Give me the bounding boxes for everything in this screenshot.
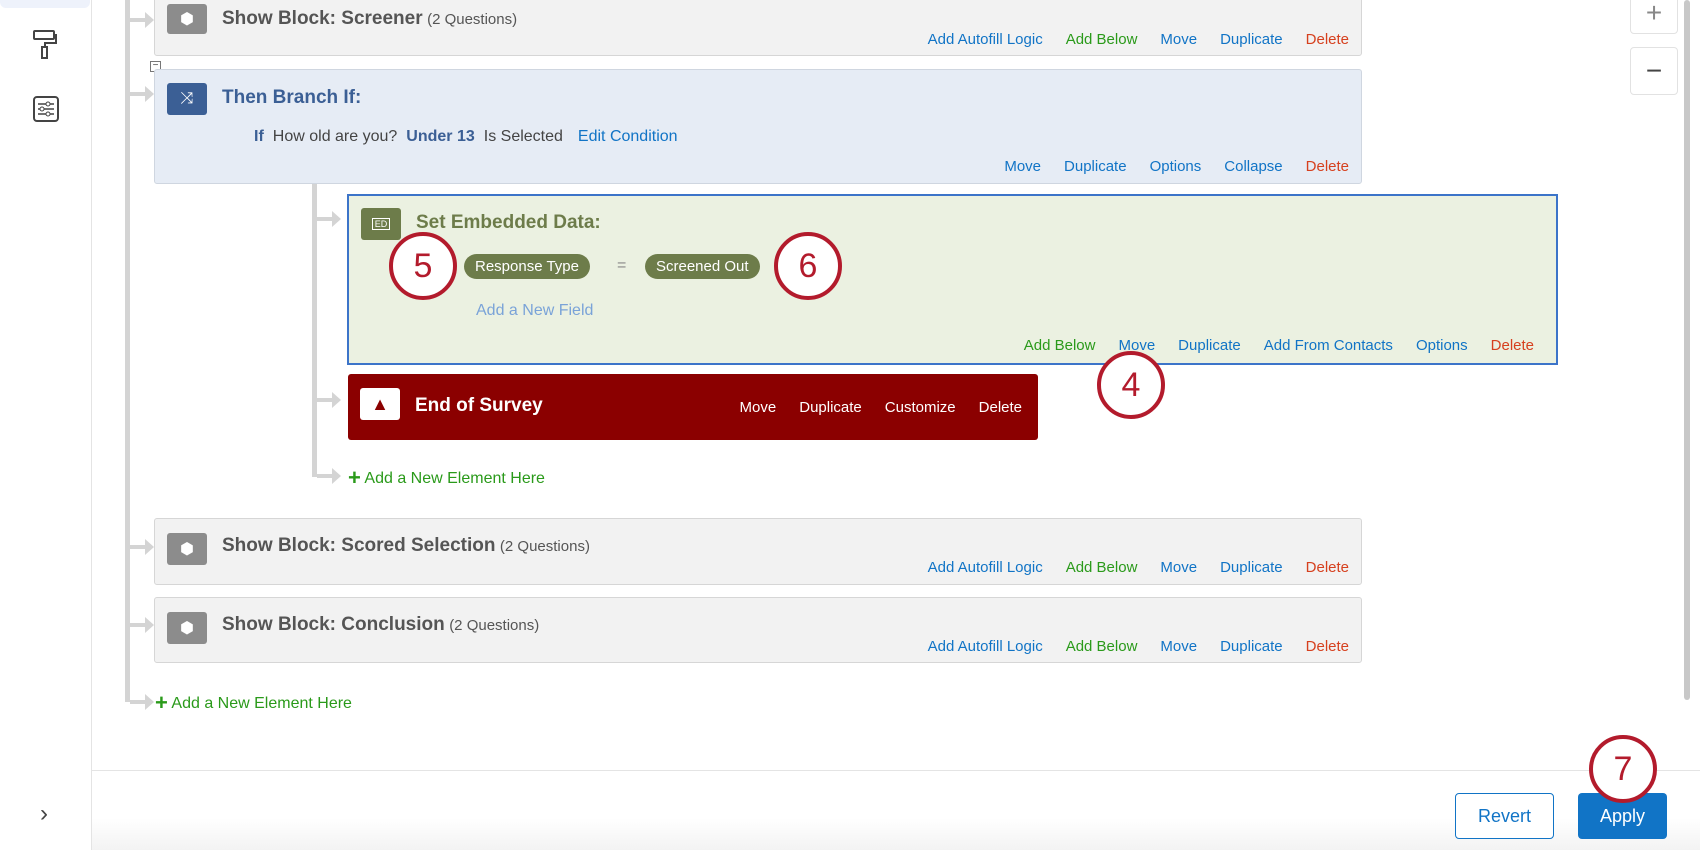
block-icon: ⬢ <box>167 4 207 34</box>
delete-link[interactable]: Delete <box>1305 158 1349 175</box>
add-element-inner-link[interactable]: + Add a New Element Here <box>348 465 545 490</box>
flow-arrow <box>130 694 154 710</box>
scrollbar[interactable] <box>1684 0 1690 700</box>
block-screener[interactable]: ⬢ Show Block: Screener (2 Questions) Add… <box>154 0 1362 56</box>
block-icon: ⬢ <box>167 612 207 644</box>
duplicate-link[interactable]: Duplicate <box>1178 337 1241 354</box>
branch-connector <box>312 184 317 477</box>
delete-link[interactable]: Delete <box>978 399 1022 416</box>
duplicate-link[interactable]: Duplicate <box>1220 31 1283 48</box>
condition-operator: Is Selected <box>483 128 563 145</box>
duplicate-link[interactable]: Duplicate <box>1220 559 1283 576</box>
options-link[interactable]: Options <box>1415 337 1468 354</box>
block-title: Show Block: Screener <box>222 8 423 29</box>
field-value-pill[interactable]: Screened Out <box>645 254 760 279</box>
block-title: Show Block: Scored Selection <box>222 535 496 556</box>
active-tab-indicator <box>0 0 90 8</box>
duplicate-link[interactable]: Duplicate <box>1064 158 1127 175</box>
warning-icon: ▲ <box>360 388 400 420</box>
add-below-link[interactable]: Add Below <box>1065 31 1138 48</box>
add-element-outer-link[interactable]: + Add a New Element Here <box>155 690 352 715</box>
embedded-data-title: Set Embedded Data: <box>416 212 601 233</box>
delete-link[interactable]: Delete <box>1305 638 1349 655</box>
left-sidebar: › <box>0 0 92 850</box>
field-name-pill[interactable]: Response Type <box>464 254 590 279</box>
block-conclusion[interactable]: ⬢ Show Block: Conclusion (2 Questions) A… <box>154 597 1362 663</box>
flow-arrow <box>130 617 154 633</box>
condition-choice: Under 13 <box>406 128 475 145</box>
add-new-field-link[interactable]: Add a New Field <box>476 302 594 319</box>
block-icon: ⬢ <box>167 533 207 565</box>
equals-sign: = <box>617 257 627 274</box>
embedded-data-block[interactable]: ED Set Embedded Data: Response Type = Sc… <box>347 194 1558 365</box>
move-link[interactable]: Move <box>1160 559 1198 576</box>
add-below-link[interactable]: Add Below <box>1065 638 1138 655</box>
revert-button[interactable]: Revert <box>1455 793 1554 839</box>
branch-title: Then Branch If: <box>222 87 362 108</box>
add-autofill-logic-link[interactable]: Add Autofill Logic <box>927 31 1043 48</box>
plus-icon: + <box>348 465 361 490</box>
flow-arrow <box>317 468 341 484</box>
flow-arrow <box>317 392 341 408</box>
annotation-4: 4 <box>1097 351 1165 419</box>
move-link[interactable]: Move <box>1118 337 1156 354</box>
flow-arrow <box>317 211 341 227</box>
flow-arrow <box>130 86 154 102</box>
end-of-survey-block[interactable]: ▲ End of Survey Move Duplicate Customize… <box>348 374 1038 440</box>
flow-arrow <box>130 12 154 28</box>
embedded-data-icon: ED <box>361 208 401 240</box>
block-question-count: (2 Questions) <box>499 538 590 555</box>
add-below-link[interactable]: Add Below <box>1065 559 1138 576</box>
annotation-7: 7 <box>1589 735 1657 803</box>
end-of-survey-title: End of Survey <box>415 395 543 416</box>
add-from-contacts-link[interactable]: Add From Contacts <box>1263 337 1393 354</box>
edit-condition-link[interactable]: Edit Condition <box>577 128 678 145</box>
annotation-6: 6 <box>774 232 842 300</box>
collapse-link[interactable]: Collapse <box>1224 158 1283 175</box>
annotation-5: 5 <box>389 232 457 300</box>
flow-arrow <box>130 539 154 555</box>
customize-link[interactable]: Customize <box>884 399 956 416</box>
duplicate-link[interactable]: Duplicate <box>799 399 862 416</box>
duplicate-link[interactable]: Duplicate <box>1220 638 1283 655</box>
expand-sidebar-button[interactable]: › <box>40 800 48 827</box>
zoom-in-button[interactable]: + <box>1630 0 1678 34</box>
plus-icon: + <box>155 690 168 715</box>
options-link[interactable]: Options <box>1149 158 1202 175</box>
flow-connector <box>125 0 130 702</box>
block-question-count: (2 Questions) <box>427 11 518 28</box>
zoom-out-button[interactable]: − <box>1630 47 1678 95</box>
block-scored-selection[interactable]: ⬢ Show Block: Scored Selection (2 Questi… <box>154 518 1362 585</box>
move-link[interactable]: Move <box>1160 638 1198 655</box>
block-question-count: (2 Questions) <box>449 617 540 634</box>
move-link[interactable]: Move <box>1160 31 1198 48</box>
paint-roller-icon[interactable] <box>33 30 57 60</box>
branch-block[interactable]: ⤨ Then Branch If: If How old are you? Un… <box>154 69 1362 184</box>
branch-icon: ⤨ <box>167 83 207 115</box>
delete-link[interactable]: Delete <box>1490 337 1534 354</box>
if-label: If <box>254 128 264 145</box>
footer-bar <box>92 770 1700 850</box>
block-title: Show Block: Conclusion <box>222 614 445 635</box>
move-link[interactable]: Move <box>1004 158 1042 175</box>
delete-link[interactable]: Delete <box>1305 31 1349 48</box>
add-autofill-logic-link[interactable]: Add Autofill Logic <box>927 559 1043 576</box>
apply-button[interactable]: Apply <box>1578 793 1667 839</box>
condition-question: How old are you? <box>272 128 398 145</box>
add-below-link[interactable]: Add Below <box>1023 337 1096 354</box>
move-link[interactable]: Move <box>739 399 777 416</box>
delete-link[interactable]: Delete <box>1305 559 1349 576</box>
sliders-icon[interactable] <box>33 96 59 122</box>
add-autofill-logic-link[interactable]: Add Autofill Logic <box>927 638 1043 655</box>
